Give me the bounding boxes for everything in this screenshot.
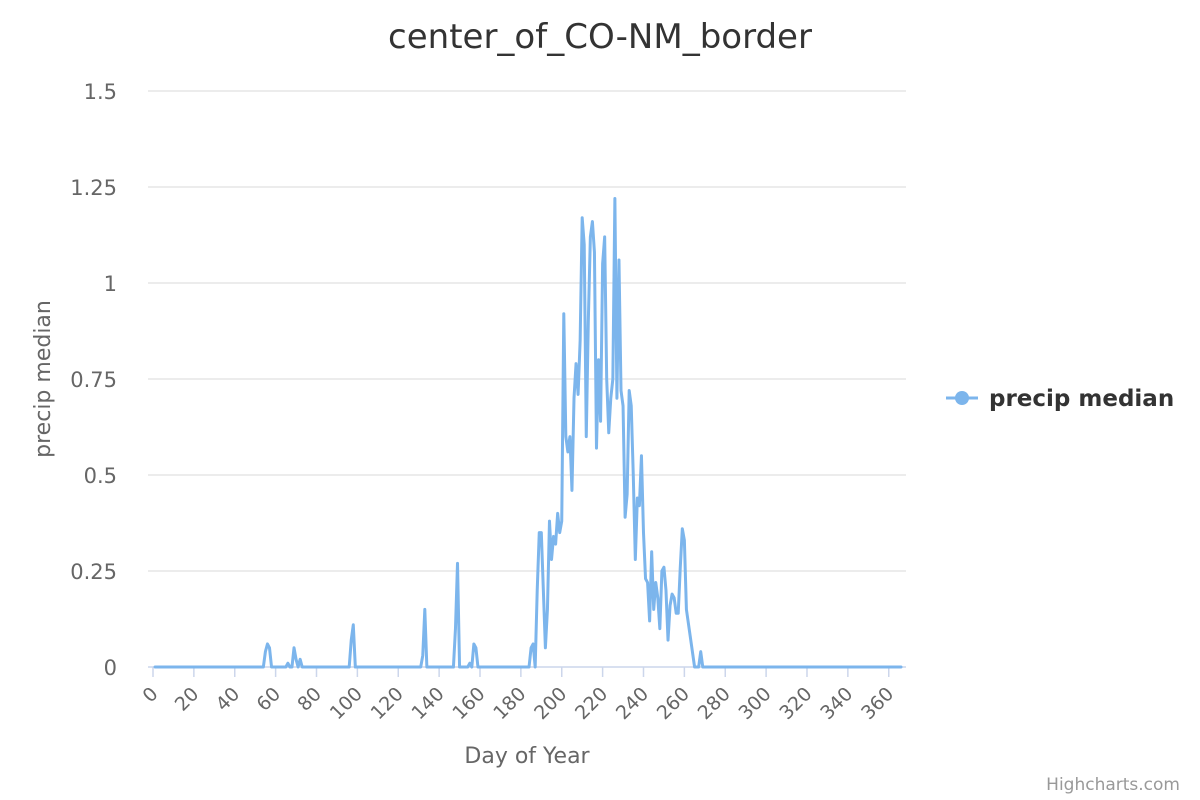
y-tick-label: 0 — [104, 656, 117, 680]
x-tick-label: 220 — [571, 683, 612, 724]
x-tick-label: 260 — [653, 683, 694, 724]
y-tick-label: 1 — [104, 272, 117, 296]
y-tick-label: 0.5 — [84, 464, 117, 488]
x-tick-label: 340 — [816, 683, 857, 724]
x-tick-label: 60 — [252, 683, 285, 716]
x-tick-label: 320 — [775, 683, 816, 724]
x-tick-label: 120 — [367, 683, 408, 724]
x-tick-label: 280 — [694, 683, 735, 724]
legend-label: precip median — [989, 386, 1174, 412]
x-tick-label: 300 — [734, 683, 775, 724]
y-tick-label: 1.5 — [84, 80, 117, 104]
x-tick-label: 160 — [448, 683, 489, 724]
credits-link[interactable]: Highcharts.com — [1046, 775, 1180, 795]
x-tick-label: 140 — [407, 683, 448, 724]
x-tick-label: 180 — [489, 683, 530, 724]
series-group — [153, 197, 903, 669]
x-tick-label: 80 — [293, 683, 326, 716]
legend-symbol-marker — [955, 391, 969, 405]
y-axis-title: precip median — [31, 300, 56, 458]
x-tick-label: 0 — [138, 683, 162, 707]
series-line-precip-median[interactable] — [153, 197, 903, 669]
x-tick-label: 200 — [530, 683, 571, 724]
chart-title: center_of_CO-NM_border — [388, 17, 812, 57]
y-tick-label: 0.75 — [70, 368, 117, 392]
y-tick-label: 0.25 — [70, 560, 117, 584]
x-axis-ticks: 0 20 40 60 80 100 120 140 160 180 200 220 240 260 280 3… — [138, 667, 898, 724]
x-tick-label: 40 — [212, 683, 245, 716]
y-tick-label: 1.25 — [70, 176, 117, 200]
y-axis-ticks: 0 0.25 0.5 0.75 1 1.25 1.5 — [70, 80, 117, 680]
x-tick-label: 20 — [171, 683, 204, 716]
grid — [148, 90, 906, 572]
x-axis-title: Day of Year — [464, 744, 590, 769]
legend-item[interactable]: precip median — [946, 386, 1174, 412]
x-tick-label: 360 — [857, 683, 898, 724]
x-tick-label: 100 — [326, 683, 367, 724]
x-tick-label: 240 — [612, 683, 653, 724]
